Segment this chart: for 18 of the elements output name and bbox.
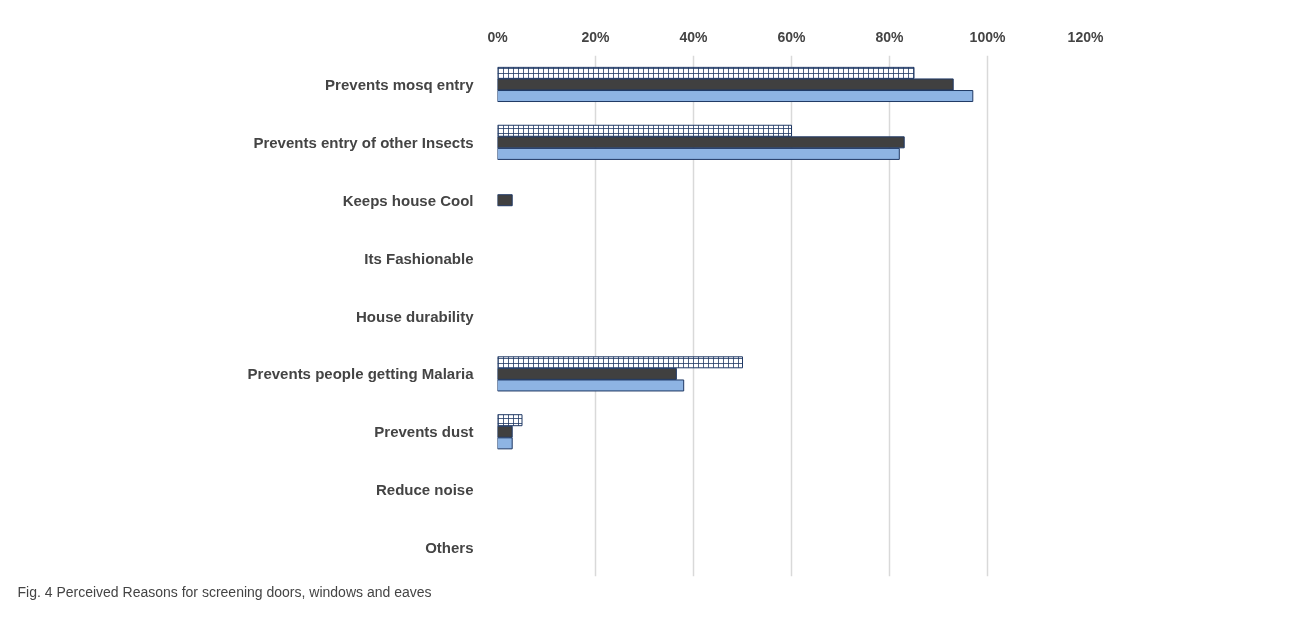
y-tick-label: Reduce noise bbox=[375, 481, 474, 499]
y-tick-label: Prevents entry of other Insects bbox=[253, 133, 474, 151]
y-tick-label: Keeps house Cool bbox=[342, 191, 474, 209]
x-tick-label: 80% bbox=[875, 28, 905, 45]
y-tick-label: House durability bbox=[355, 307, 475, 325]
x-tick-label: 0% bbox=[487, 28, 509, 45]
y-tick-label: Others bbox=[425, 539, 474, 557]
caption: Fig. 4 Perceived Reasons for screening doors, windows and eaves bbox=[17, 583, 432, 600]
y-tick-label: Prevents dust bbox=[374, 423, 474, 441]
x-tick-label: 20% bbox=[581, 28, 611, 45]
y-tick-label: Prevents people getting Malaria bbox=[247, 365, 475, 383]
y-tick-label: Its Fashionable bbox=[364, 249, 474, 267]
bar bbox=[497, 194, 513, 207]
x-tick-label: 60% bbox=[777, 28, 807, 45]
y-tick-label: Prevents mosq entry bbox=[325, 75, 475, 93]
x-tick-label: 120% bbox=[1067, 28, 1104, 45]
x-tick-label: 100% bbox=[969, 28, 1006, 45]
x-tick-label: 40% bbox=[679, 28, 709, 45]
